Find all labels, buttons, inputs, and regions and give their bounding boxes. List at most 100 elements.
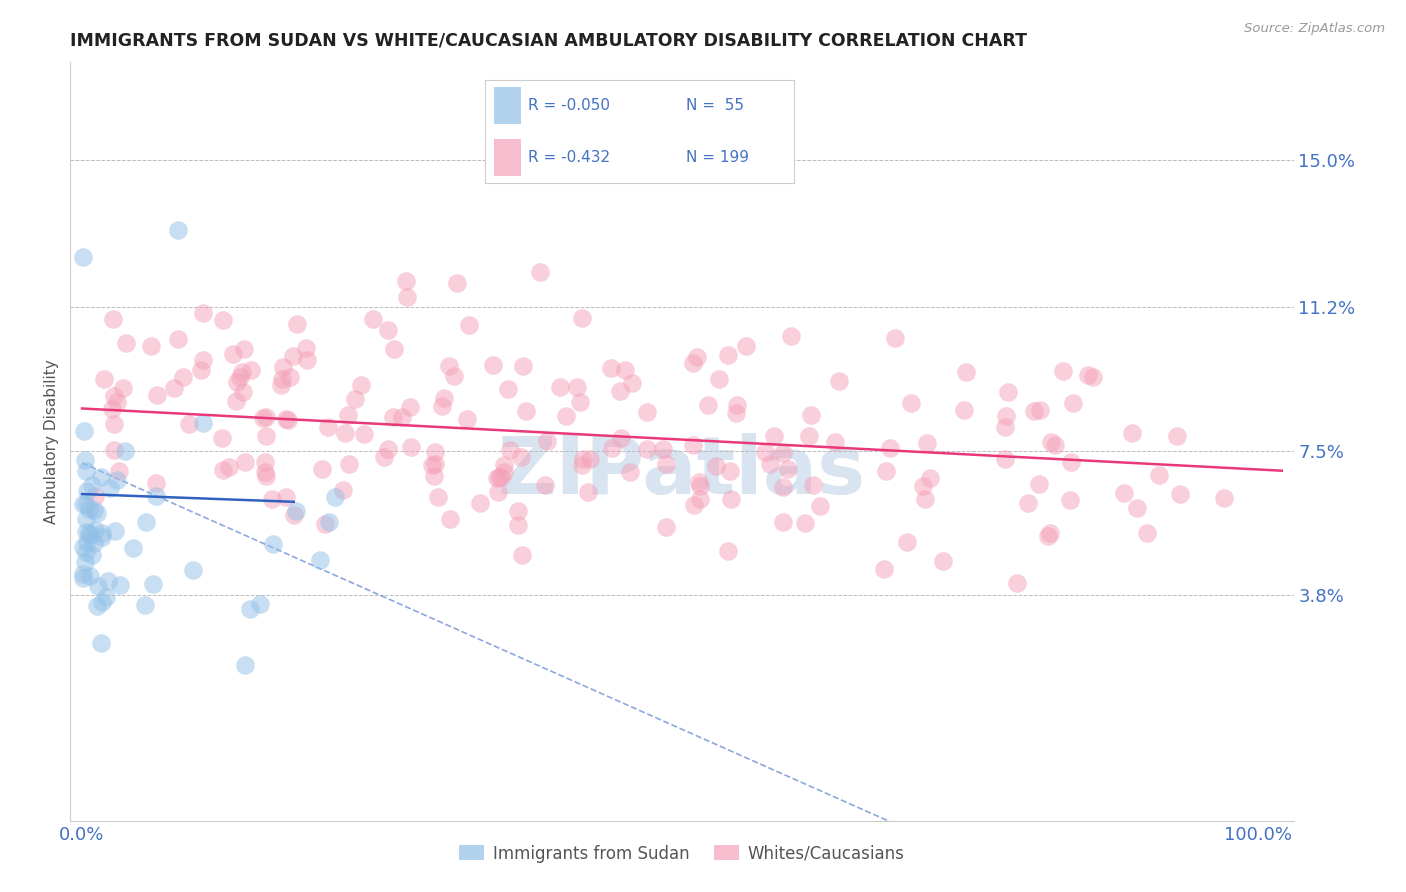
Point: [655, 457, 678, 471]
Point: [482, 359, 505, 373]
Point: [1059, 492, 1081, 507]
Point: [468, 496, 491, 510]
Point: [101, 312, 124, 326]
Point: [218, 460, 240, 475]
Text: N = 199: N = 199: [686, 150, 749, 165]
Point: [707, 371, 730, 385]
Point: [499, 442, 522, 457]
Point: [420, 458, 443, 472]
Point: [399, 440, 422, 454]
Point: [510, 548, 533, 562]
Point: [103, 417, 125, 432]
Point: [253, 455, 276, 469]
Point: [492, 465, 515, 479]
Point: [76, 483, 98, 498]
Point: [399, 401, 422, 415]
Point: [1005, 575, 1028, 590]
Point: [254, 410, 277, 425]
Point: [797, 429, 820, 443]
Bar: [495, 139, 520, 177]
Point: [772, 516, 794, 530]
Point: [443, 369, 465, 384]
Point: [536, 434, 558, 449]
Point: [718, 464, 741, 478]
Point: [391, 409, 413, 424]
Point: [226, 375, 249, 389]
Point: [122, 541, 145, 555]
Point: [875, 464, 897, 478]
Point: [163, 381, 186, 395]
Point: [609, 432, 631, 446]
Point: [75, 525, 97, 540]
Point: [73, 453, 96, 467]
Point: [172, 370, 194, 384]
Point: [724, 406, 747, 420]
Point: [270, 377, 292, 392]
Point: [90, 469, 112, 483]
Point: [458, 318, 481, 332]
Point: [323, 491, 346, 505]
Point: [953, 403, 976, 417]
Point: [683, 498, 706, 512]
Point: [1022, 403, 1045, 417]
Point: [377, 323, 399, 337]
Point: [278, 370, 301, 384]
Point: [1168, 486, 1191, 500]
Point: [704, 458, 727, 473]
Point: [696, 398, 718, 412]
Point: [1017, 495, 1039, 509]
Point: [599, 361, 621, 376]
Point: [142, 577, 165, 591]
Point: [361, 311, 384, 326]
Point: [377, 442, 399, 457]
Point: [873, 562, 896, 576]
Point: [277, 413, 299, 427]
Point: [105, 395, 128, 409]
Point: [90, 595, 112, 609]
Point: [1028, 476, 1050, 491]
Point: [496, 382, 519, 396]
Point: [233, 658, 256, 673]
Point: [262, 537, 284, 551]
Point: [571, 458, 593, 473]
Point: [433, 392, 456, 406]
Point: [515, 404, 537, 418]
Point: [456, 412, 478, 426]
Point: [427, 490, 450, 504]
Point: [932, 553, 955, 567]
Point: [488, 470, 510, 484]
Point: [571, 452, 593, 467]
Point: [79, 526, 101, 541]
Point: [295, 352, 318, 367]
Point: [437, 359, 460, 374]
Point: [141, 338, 163, 352]
Point: [211, 463, 233, 477]
Point: [190, 362, 212, 376]
Point: [115, 335, 138, 350]
Point: [253, 465, 276, 479]
Point: [512, 359, 534, 374]
Bar: [495, 87, 520, 124]
Point: [72, 571, 94, 585]
Point: [995, 409, 1018, 424]
Point: [1136, 525, 1159, 540]
Point: [181, 563, 204, 577]
Point: [688, 475, 710, 489]
Point: [83, 536, 105, 550]
Point: [101, 401, 124, 416]
Point: [571, 311, 593, 326]
Point: [1043, 438, 1066, 452]
Point: [79, 569, 101, 583]
Point: [75, 464, 97, 478]
Point: [918, 470, 941, 484]
Point: [717, 543, 740, 558]
Point: [529, 265, 551, 279]
Point: [682, 438, 704, 452]
Point: [260, 491, 283, 506]
Point: [107, 464, 129, 478]
Point: [86, 599, 108, 614]
Point: [508, 518, 530, 533]
Point: [579, 452, 602, 467]
Point: [135, 515, 157, 529]
Point: [373, 450, 395, 464]
